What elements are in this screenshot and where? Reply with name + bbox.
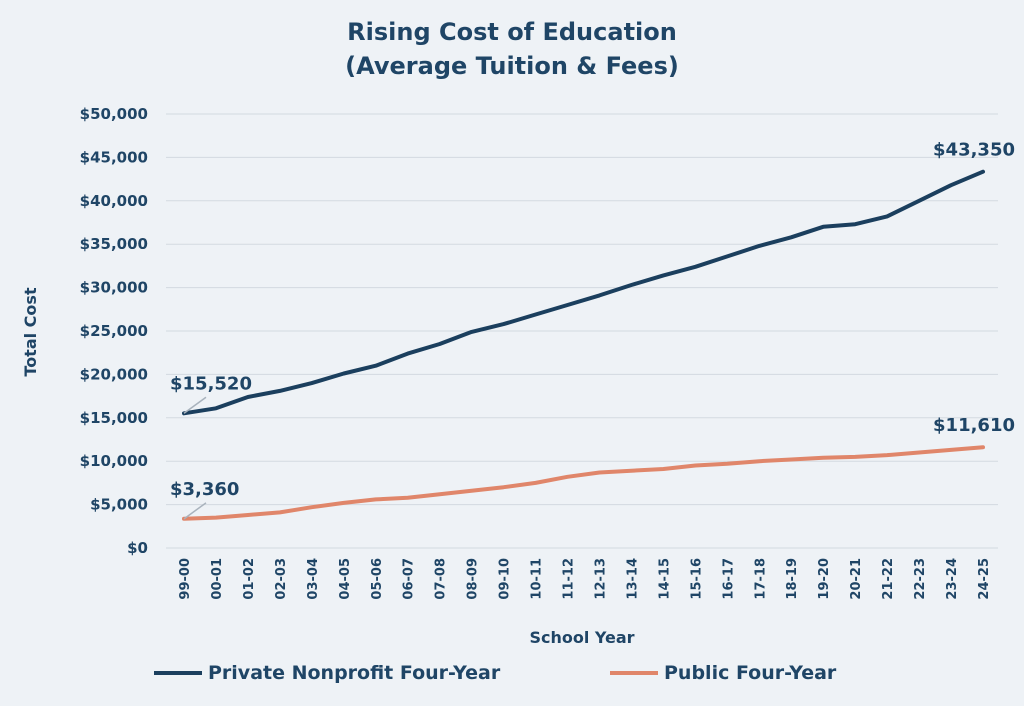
x-tick-label: 12-13 <box>593 558 608 600</box>
y-tick-label: $5,000 <box>90 496 148 514</box>
legend: Private Nonprofit Four-Year Public Four-Y… <box>154 662 837 684</box>
data-label-leader <box>183 502 207 520</box>
chart-title-line-1: Rising Cost of Education <box>347 18 677 46</box>
x-tick-label: 17-18 <box>753 558 768 600</box>
data-label: $3,360 <box>170 479 239 500</box>
x-axis-ticks: 99-00 00-01 01-02 02-03 03-04 04-05 05-06 06-07… <box>178 558 992 600</box>
x-tick-label: 21-22 <box>881 558 896 600</box>
y-axis-title: Total Cost <box>21 287 40 377</box>
data-labels: $15,520 $43,350 $3,360 $11,610 <box>170 140 1015 520</box>
x-tick-label: 18-19 <box>785 558 800 600</box>
x-tick-label: 11-12 <box>562 558 577 600</box>
y-tick-label: $10,000 <box>80 452 148 470</box>
x-axis-title: School Year <box>529 628 634 647</box>
y-tick-label: $25,000 <box>80 322 148 340</box>
gridlines <box>166 113 998 549</box>
x-tick-label: 23-24 <box>945 558 960 600</box>
y-tick-label: $30,000 <box>80 279 148 297</box>
x-tick-label: 24-25 <box>977 558 992 600</box>
x-tick-label: 16-17 <box>721 558 736 600</box>
legend-entry: Public Four-Year <box>664 662 837 684</box>
data-label: $15,520 <box>170 373 252 394</box>
x-tick-label: 10-11 <box>530 558 545 600</box>
x-tick-label: 20-21 <box>849 558 864 600</box>
y-tick-label: $15,000 <box>80 409 148 427</box>
y-tick-label: $20,000 <box>80 365 148 383</box>
x-tick-label: 04-05 <box>338 558 353 600</box>
x-tick-label: 09-10 <box>498 558 513 600</box>
x-tick-label: 99-00 <box>178 558 193 600</box>
y-tick-label: $35,000 <box>80 235 148 253</box>
chart-title-line-2: (Average Tuition & Fees) <box>345 52 679 80</box>
data-label-leader <box>183 396 207 414</box>
series-lines <box>182 169 985 521</box>
x-tick-label: 08-09 <box>466 558 481 600</box>
y-tick-label: $0 <box>127 539 148 557</box>
legend-entry: Private Nonprofit Four-Year <box>208 662 501 684</box>
x-tick-label: 05-06 <box>370 558 385 600</box>
y-tick-label: $45,000 <box>80 148 148 166</box>
y-axis-ticks: $0 $5,000 $10,000 $15,000 $20,000 $25,000 $30,… <box>80 105 148 557</box>
data-label: $11,610 <box>933 415 1015 436</box>
x-tick-label: 03-04 <box>306 558 321 600</box>
x-tick-label: 14-15 <box>657 558 672 600</box>
x-tick-label: 15-16 <box>689 558 704 600</box>
x-tick-label: 02-03 <box>274 558 289 600</box>
x-tick-label: 01-02 <box>242 558 257 600</box>
y-tick-label: $50,000 <box>80 105 148 123</box>
x-tick-label: 07-08 <box>434 558 449 600</box>
y-tick-label: $40,000 <box>80 192 148 210</box>
x-tick-label: 19-20 <box>817 558 832 600</box>
series-line-1 <box>182 445 985 521</box>
x-tick-label: 06-07 <box>402 558 417 600</box>
data-label: $43,350 <box>933 140 1015 161</box>
series-line-0 <box>182 169 985 416</box>
x-tick-label: 22-23 <box>913 558 928 600</box>
x-tick-label: 13-14 <box>625 558 640 600</box>
x-tick-label: 00-01 <box>210 558 225 600</box>
